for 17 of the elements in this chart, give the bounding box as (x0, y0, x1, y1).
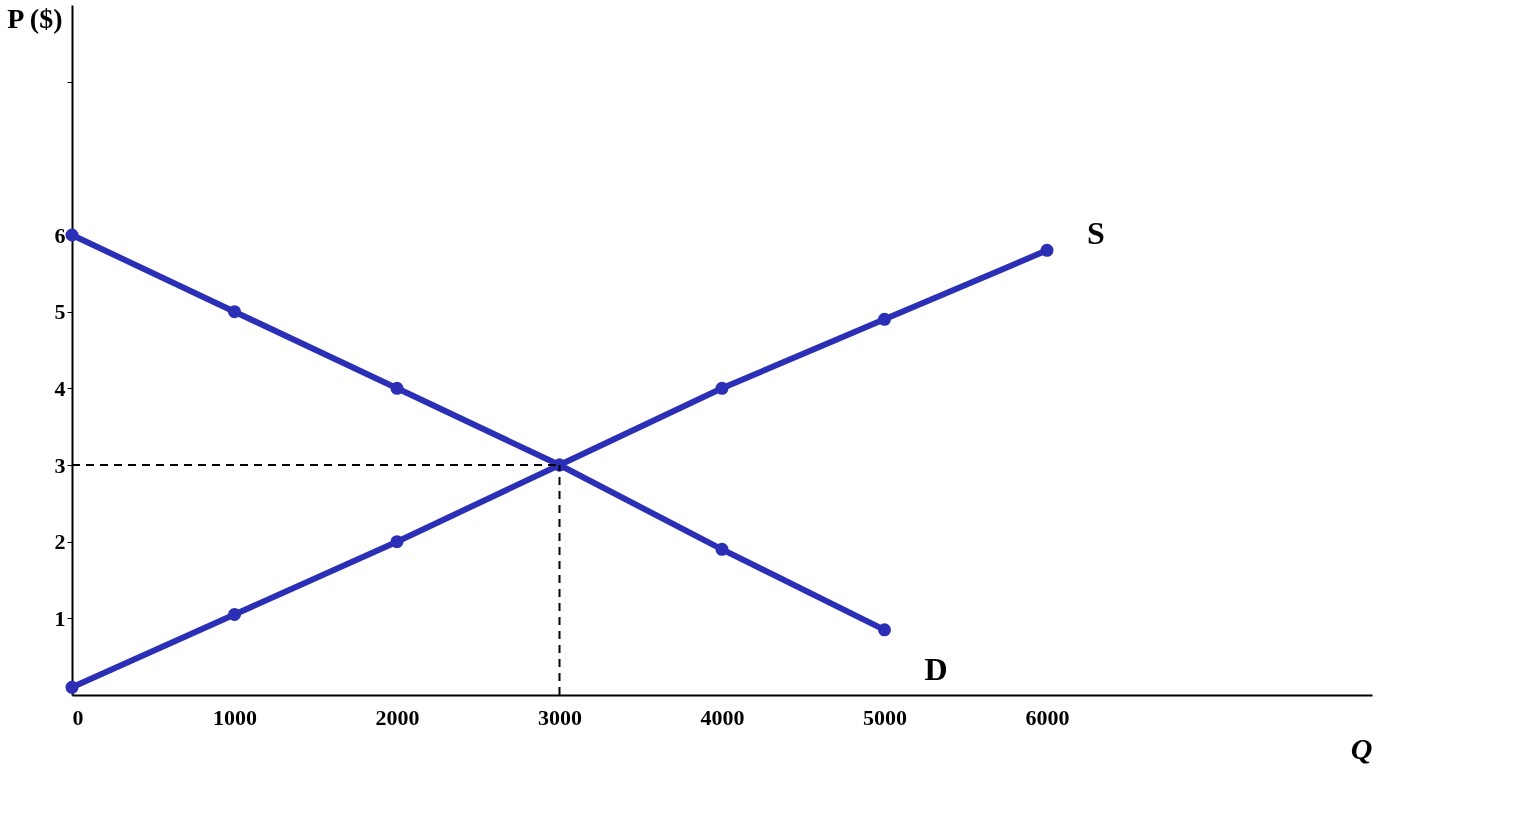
x-tick-label: 3000 (538, 704, 582, 730)
y-tick-label: 4 (54, 375, 66, 401)
x-tick-label: 1000 (213, 704, 257, 730)
series-label: S (1087, 215, 1105, 252)
y-axis-title: P ($) (7, 2, 63, 34)
x-tick-label: 2000 (375, 704, 420, 730)
x-tick-label: 4000 (700, 704, 745, 730)
series-label: D (924, 650, 948, 687)
y-tick-label: 3 (54, 452, 66, 478)
x-axis-title: Q (1350, 731, 1373, 765)
y-tick-label: 1 (54, 605, 66, 631)
x-tick-label: 6000 (1025, 704, 1070, 730)
y-tick-label: 6 (54, 222, 66, 248)
x-tick-label: 5000 (863, 704, 907, 730)
x-tick-label: 0 (72, 704, 84, 730)
y-tick-label: 2 (54, 529, 66, 555)
y-tick-label: 5 (54, 299, 66, 325)
